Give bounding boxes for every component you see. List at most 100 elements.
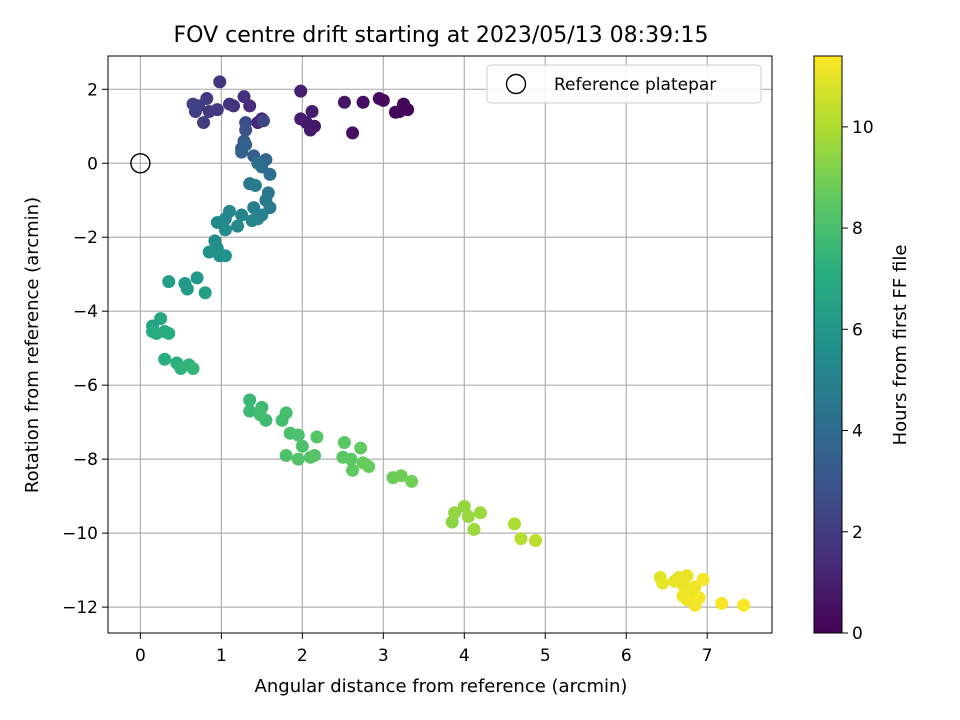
data-point	[291, 428, 305, 442]
grid-lines	[108, 56, 772, 633]
colorbar-ticks: 0 2 4 6 8 10	[842, 118, 874, 644]
colorbar	[813, 55, 843, 634]
plot-frame	[107, 55, 773, 634]
data-point	[448, 506, 462, 520]
data-point	[291, 452, 305, 466]
data-point	[473, 506, 487, 520]
x-tick-label: 6	[621, 646, 632, 666]
data-point	[255, 208, 269, 222]
data-point	[218, 223, 232, 237]
data-point	[461, 509, 475, 523]
data-point	[248, 178, 262, 192]
data-point	[337, 436, 351, 450]
data-point	[715, 596, 729, 610]
colorbar-tick-label: 2	[852, 523, 863, 543]
legend: Reference platepar	[486, 64, 762, 104]
y-tick-label: 2	[87, 80, 98, 100]
data-point	[344, 452, 358, 466]
data-point	[180, 282, 194, 296]
data-point	[162, 275, 176, 289]
colorbar-tick-label: 6	[852, 320, 863, 340]
data-point	[231, 219, 245, 233]
legend-reference-marker	[505, 73, 527, 95]
x-tick-label: 3	[378, 646, 389, 666]
data-point	[294, 112, 308, 126]
colorbar-tick-label: 8	[852, 219, 863, 239]
data-point	[158, 352, 172, 366]
data-point	[146, 325, 160, 339]
data-point	[295, 439, 309, 453]
data-point	[202, 104, 216, 118]
data-point	[202, 245, 216, 259]
data-point	[237, 90, 251, 104]
data-point	[222, 97, 236, 111]
data-point	[263, 167, 277, 181]
x-tick-label: 7	[702, 646, 713, 666]
data-point	[198, 286, 212, 300]
data-point	[307, 448, 321, 462]
data-point	[372, 92, 386, 106]
data-point	[239, 123, 253, 137]
x-tick-label: 2	[297, 646, 308, 666]
colorbar-tick-label: 4	[852, 422, 863, 442]
data-point	[337, 95, 351, 109]
data-point	[310, 430, 324, 444]
data-point	[362, 460, 376, 474]
data-point	[346, 463, 360, 477]
data-point	[154, 312, 168, 326]
y-tick-label: −6	[73, 376, 98, 396]
colorbar-label: Hours from first FF file	[890, 245, 911, 446]
data-point	[394, 469, 408, 483]
x-tick-label: 4	[459, 646, 470, 666]
data-point	[235, 145, 249, 159]
colorbar-tick-label: 10	[852, 118, 874, 138]
reference-marker-layer	[130, 153, 151, 174]
data-point	[397, 97, 411, 111]
data-point	[457, 500, 471, 514]
data-point	[656, 576, 670, 590]
data-point	[190, 271, 204, 285]
y-tick-label: −12	[62, 598, 98, 618]
data-point	[692, 591, 706, 605]
reference-platepar-marker	[130, 153, 151, 174]
y-axis-ticks: 2 0 −2 −4 −6 −8 −10 −12	[62, 80, 108, 618]
data-point	[279, 406, 293, 420]
y-tick-label: −10	[62, 524, 98, 544]
data-point	[235, 208, 249, 222]
legend-reference-label: Reference platepar	[554, 75, 716, 95]
data-point	[245, 214, 259, 228]
data-point	[467, 522, 481, 536]
y-tick-label: −4	[73, 302, 98, 322]
data-point	[388, 105, 402, 119]
x-axis-ticks: 0 1 2 3 4 5 6 7	[135, 633, 713, 666]
data-point	[256, 114, 270, 128]
data-point	[186, 362, 200, 376]
data-point	[197, 116, 211, 130]
data-point	[737, 598, 751, 612]
data-point	[305, 104, 319, 118]
data-point	[294, 84, 308, 98]
y-tick-label: −2	[73, 228, 98, 248]
data-point	[405, 474, 419, 488]
data-point	[162, 326, 176, 340]
data-point	[279, 448, 293, 462]
data-point	[243, 404, 257, 418]
data-point	[514, 532, 528, 546]
y-tick-label: −8	[73, 450, 98, 470]
data-point	[251, 156, 265, 170]
y-tick-label: 0	[87, 154, 98, 174]
x-axis-label: Angular distance from reference (arcmin)	[255, 676, 628, 697]
colorbar-tick-label: 0	[852, 624, 863, 644]
chart-title: FOV centre drift starting at 2023/05/13 …	[174, 23, 709, 48]
data-point	[346, 126, 360, 140]
legend-box	[486, 64, 762, 104]
data-point	[186, 97, 200, 111]
x-tick-label: 0	[135, 646, 146, 666]
data-point	[356, 95, 370, 109]
data-point	[696, 572, 710, 586]
data-points	[146, 75, 751, 612]
data-point	[243, 393, 257, 407]
data-point	[253, 408, 267, 422]
data-point	[213, 75, 227, 89]
